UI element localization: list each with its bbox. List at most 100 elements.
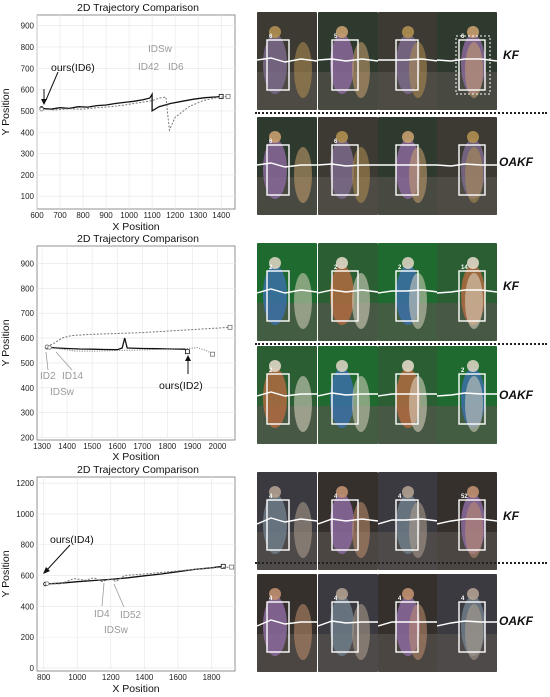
id-a-label: ID42: [138, 62, 160, 73]
y-tick-label: 700: [21, 64, 35, 73]
track-id-label: 4: [269, 596, 273, 602]
frame-scene: 2: [257, 243, 317, 341]
track-id-label: 4: [269, 494, 273, 500]
frame-scene: 4: [378, 472, 438, 570]
tracking-frame: 4: [318, 472, 378, 570]
plot-svg-1: 2D Trajectory Comparison 600 700 800 900 100…: [0, 2, 236, 232]
trajectory-trail: [437, 392, 497, 397]
trajectory-series-3: [49, 346, 213, 355]
method-label-oakf-2: OAKF: [499, 388, 533, 402]
tracking-box: [395, 144, 419, 196]
frame-scene: 14: [437, 243, 497, 341]
x-tick-label: 1400: [212, 211, 230, 220]
tracking-box: [395, 601, 419, 653]
tracking-frame: 4: [437, 574, 497, 672]
track-id-label: 6: [269, 139, 273, 145]
end-marker: [225, 94, 231, 99]
x-axis-label: X Position: [112, 683, 159, 695]
track-id-label: 5: [334, 34, 338, 40]
trajectory-trail: [437, 518, 497, 525]
track-id-label: 52: [461, 494, 468, 500]
trajectory-trail: [437, 163, 497, 167]
tracking-frame: 4: [378, 574, 438, 672]
x-tick-label: 1800: [158, 442, 176, 451]
x-tick-label: 1200: [102, 673, 120, 682]
trajectory-trail: [318, 620, 378, 627]
tracking-box: [331, 39, 359, 91]
plot-area: [36, 245, 236, 441]
frame-scene: [378, 12, 438, 110]
trajectory-trail: [378, 518, 438, 525]
y-axis-label: Y Position: [0, 550, 12, 597]
trajectory-series-2: [46, 326, 231, 348]
y-tick-label: 800: [21, 284, 35, 293]
method-label-oakf-3: OAKF: [499, 614, 533, 628]
frame-scene: 6: [318, 117, 378, 215]
x-tick-label: 600: [30, 211, 44, 220]
y-tick-label: 400: [21, 602, 35, 611]
track-id-label: 2: [398, 265, 402, 271]
frame-scene: 4: [257, 574, 317, 672]
ours-pointer-line: [45, 71, 59, 101]
plot-title: 2D Trajectory Comparison: [77, 233, 199, 245]
tracking-frame: 2: [257, 346, 317, 444]
track-id-label: 2: [269, 368, 273, 374]
tracking-box: [458, 39, 486, 91]
frame-scene: [378, 117, 438, 215]
track-id-label: 2: [334, 265, 338, 271]
y-tick-label: 600: [21, 86, 35, 95]
plot-title: 2D Trajectory Comparison: [77, 464, 199, 476]
tracking-box: [331, 373, 359, 425]
y-tick-label: 200: [21, 633, 35, 642]
track-id-label: 6: [269, 34, 273, 40]
y-tick-label: 800: [21, 43, 35, 52]
y-axis-label: Y Position: [0, 319, 12, 366]
tracking-box: [266, 499, 290, 551]
x-axis-label: X Position: [112, 451, 159, 463]
frame-scene: 4: [378, 574, 438, 672]
tracking-frame: 2: [318, 243, 378, 341]
tracking-frame: 6: [257, 117, 317, 215]
id-a-label: ID4: [94, 609, 110, 620]
idsw-label: IDSw: [50, 387, 75, 398]
trajectory-plot-3: 2D Trajectory Comparison 800 1000 1200 1400…: [0, 463, 250, 695]
plot-svg-2: 2D Trajectory Comparison 1300 1400 1500 160…: [0, 233, 236, 463]
tracking-box: [266, 373, 290, 425]
ours-arrowhead: [41, 99, 47, 105]
tracking-box: [266, 601, 290, 653]
track-id-label: 4: [334, 494, 338, 500]
id-a-pointer: [101, 582, 105, 607]
tracking-frame: [318, 346, 378, 444]
frame-scene: 2: [378, 243, 438, 341]
track-id-label: 6: [334, 139, 338, 145]
trajectory-trail: [378, 289, 438, 294]
tracking-frame: [378, 346, 438, 444]
ours-label: ours(ID4): [50, 534, 94, 546]
tracking-box: [458, 144, 486, 196]
frame-scene: 4: [318, 472, 378, 570]
end-marker: [218, 94, 224, 99]
trajectory-trail: [378, 621, 438, 627]
tracking-box: [331, 499, 359, 551]
idsw-label: IDSw: [104, 625, 129, 636]
start-marker: [39, 107, 44, 112]
trajectory-trail: [257, 162, 317, 168]
id-b-label: ID14: [62, 371, 84, 382]
x-tick-label: 1400: [58, 442, 76, 451]
tracking-frame: [378, 12, 438, 110]
track-id-label: 4: [461, 596, 465, 602]
tracking-frame: 5: [318, 12, 378, 110]
trajectory-trail: [378, 393, 438, 397]
trajectory-trail: [318, 163, 378, 167]
id-b-pointer: [55, 351, 73, 371]
idsw-label: IDSw: [148, 44, 173, 55]
tracking-frame: 2: [378, 243, 438, 341]
id-b-pointer: [113, 583, 125, 608]
frame-scene: 6: [437, 12, 497, 110]
tracking-frame: 6: [437, 12, 497, 110]
plot-title: 2D Trajectory Comparison: [77, 2, 199, 14]
x-tick-label: 1400: [135, 673, 153, 682]
row-divider-2: [255, 343, 547, 345]
id-b-label: ID52: [120, 610, 142, 621]
frame-scene: 52: [437, 472, 497, 570]
